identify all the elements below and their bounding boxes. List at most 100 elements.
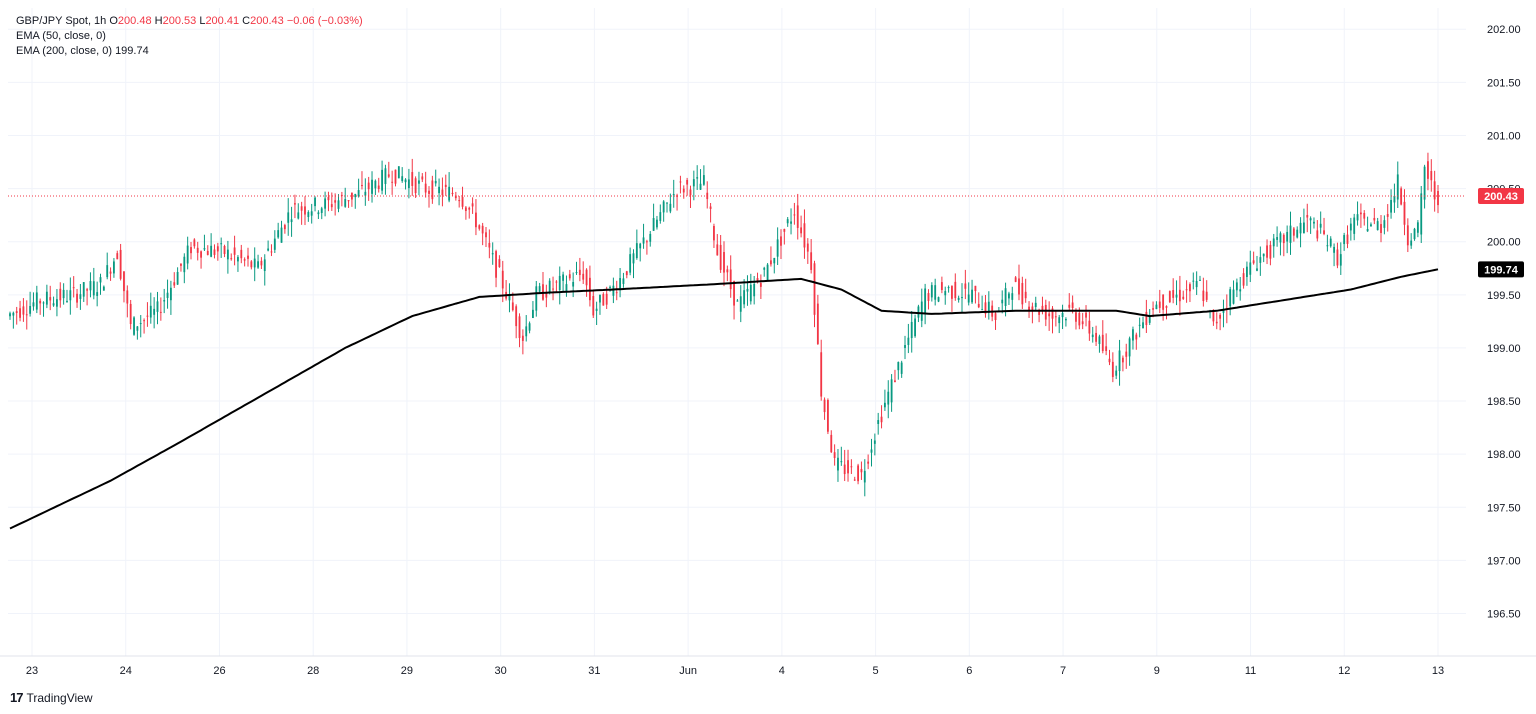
candle <box>981 295 984 311</box>
candle-body <box>76 293 78 303</box>
candle <box>424 171 427 198</box>
legend-symbol[interactable]: GBP/JPY Spot, 1h <box>16 15 107 27</box>
candle <box>575 261 578 275</box>
candle <box>1390 189 1392 219</box>
candle <box>1175 280 1178 306</box>
legend-change: −0.06 (−0.03%) <box>286 15 363 27</box>
candle <box>300 201 303 225</box>
candle-body <box>280 227 283 243</box>
candle <box>69 277 72 315</box>
legend-high-label: H <box>154 15 163 27</box>
candle <box>699 169 702 190</box>
candle-body <box>1148 316 1151 323</box>
legend-ema50-row[interactable]: EMA (50, close, 0) <box>16 29 363 44</box>
candle <box>414 176 417 198</box>
candle <box>49 285 52 311</box>
candle-body <box>894 380 896 383</box>
candle <box>659 204 662 224</box>
candle <box>223 244 226 258</box>
candle-body <box>545 293 548 298</box>
candle <box>515 304 518 339</box>
x-tick-label-4: 29 <box>401 665 413 677</box>
tradingview-name: TradingView <box>26 690 93 705</box>
candle <box>706 181 709 209</box>
candle <box>307 210 310 222</box>
candle <box>1416 220 1419 238</box>
candle <box>210 233 213 258</box>
candle <box>1158 289 1161 314</box>
candle-body <box>1061 312 1064 318</box>
candle-body <box>1366 228 1369 232</box>
candle <box>709 203 712 223</box>
candle-body <box>880 416 883 423</box>
candle-body <box>404 179 407 183</box>
candle-body <box>568 274 571 279</box>
tradingview-brand[interactable]: 17 TradingView <box>10 690 93 705</box>
legend-ema200-row[interactable]: EMA (200, close, 0) 199.74 <box>16 44 363 59</box>
candle-body <box>56 299 58 307</box>
ema200-value-label: 199.74 <box>1484 264 1519 276</box>
y-tick-label-0: 196.50 <box>1487 609 1521 621</box>
candle <box>180 263 182 272</box>
candle <box>350 192 353 207</box>
candle <box>230 253 233 261</box>
candle-body <box>19 308 21 318</box>
candle <box>1343 232 1346 251</box>
candle-body <box>1205 291 1208 300</box>
candle <box>518 313 521 348</box>
candle <box>143 318 146 334</box>
x-tick-label-0: 23 <box>26 665 38 677</box>
candle <box>139 315 142 338</box>
candle-body <box>270 251 273 253</box>
candle-body <box>1232 289 1235 304</box>
candle-body <box>1246 266 1248 278</box>
candle-body <box>682 188 685 193</box>
candle-body <box>897 362 900 371</box>
y-axis[interactable]: 196.50 197.00 197.50 198.00 198.50 199.00 199.… <box>1466 0 1536 714</box>
candle-body <box>773 257 776 264</box>
candle <box>907 323 910 354</box>
candle-body <box>431 180 434 200</box>
candle-body <box>464 207 467 211</box>
candle-body <box>123 271 125 292</box>
candle-body <box>609 286 611 288</box>
candle-body <box>257 261 259 268</box>
candle <box>391 170 394 195</box>
candle <box>1105 333 1108 356</box>
candle-body <box>1276 237 1279 240</box>
y-tick-label-7: 200.00 <box>1487 237 1521 249</box>
candle <box>253 247 256 282</box>
candle-body <box>190 247 192 254</box>
candle-body <box>699 183 702 190</box>
candle <box>1302 208 1305 234</box>
candle-body <box>780 236 782 246</box>
candle <box>632 249 635 279</box>
x-axis[interactable]: 23 24 26 28 29 30 31 Jun 4 5 6 7 9 11 12 13 <box>0 655 1536 677</box>
candle <box>1212 309 1215 326</box>
candle-body <box>1235 282 1238 291</box>
y-tick-label-5: 199.00 <box>1487 343 1521 355</box>
candle-body <box>847 460 849 474</box>
candle-body <box>300 206 303 211</box>
candle-body <box>776 239 779 257</box>
candle-body <box>277 230 280 238</box>
candle-body <box>954 281 957 299</box>
candle-body <box>283 225 286 230</box>
candle-body <box>233 247 236 255</box>
candle-body <box>696 177 699 179</box>
candle <box>645 239 648 255</box>
candle-body <box>153 308 156 315</box>
candle <box>770 246 772 267</box>
candle-body <box>843 464 846 475</box>
candle <box>582 261 585 284</box>
candle <box>1095 325 1098 346</box>
candle <box>525 315 528 342</box>
candle-body <box>756 278 759 283</box>
candle <box>984 295 987 318</box>
candle <box>1423 164 1426 209</box>
candle-body <box>200 251 202 258</box>
candle <box>1178 275 1181 316</box>
candle <box>287 198 290 236</box>
candle <box>803 209 806 259</box>
